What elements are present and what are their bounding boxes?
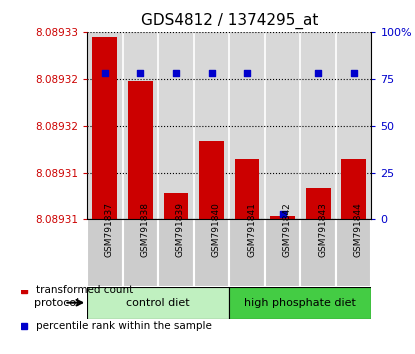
Bar: [229, 287, 371, 319]
Text: GSM791838: GSM791838: [140, 202, 149, 257]
Point: [244, 70, 250, 76]
Bar: [265, 219, 300, 287]
Bar: [336, 219, 371, 287]
Text: GSM791843: GSM791843: [318, 202, 327, 257]
Point: [137, 70, 144, 76]
Bar: [341, 159, 366, 219]
Text: GSM791842: GSM791842: [283, 202, 292, 257]
Text: GSM791839: GSM791839: [176, 202, 185, 257]
Text: transformed count: transformed count: [36, 285, 133, 295]
Bar: [164, 193, 188, 219]
Text: control diet: control diet: [127, 298, 190, 308]
Bar: [300, 219, 336, 287]
Bar: [128, 81, 153, 219]
Point: [173, 70, 179, 76]
Bar: [158, 219, 194, 287]
Text: percentile rank within the sample: percentile rank within the sample: [36, 321, 212, 331]
Point: [102, 70, 108, 76]
Text: GSM791841: GSM791841: [247, 202, 256, 257]
Bar: [306, 188, 331, 219]
Bar: [87, 219, 123, 287]
Point: [279, 211, 286, 217]
Bar: [194, 219, 229, 287]
Bar: [87, 287, 229, 319]
Point: [208, 70, 215, 76]
Point: [315, 70, 322, 76]
Point: [350, 70, 357, 76]
Title: GDS4812 / 1374295_at: GDS4812 / 1374295_at: [141, 13, 318, 29]
Bar: [270, 216, 295, 219]
Text: high phosphate diet: high phosphate diet: [244, 298, 356, 308]
Text: GSM791844: GSM791844: [354, 202, 363, 257]
Text: GSM791840: GSM791840: [212, 202, 220, 257]
Bar: [229, 219, 265, 287]
Bar: [234, 159, 259, 219]
Bar: [93, 38, 117, 219]
Text: protocol: protocol: [34, 298, 79, 308]
Text: GSM791837: GSM791837: [105, 202, 114, 257]
Bar: [123, 219, 158, 287]
Bar: [199, 141, 224, 219]
